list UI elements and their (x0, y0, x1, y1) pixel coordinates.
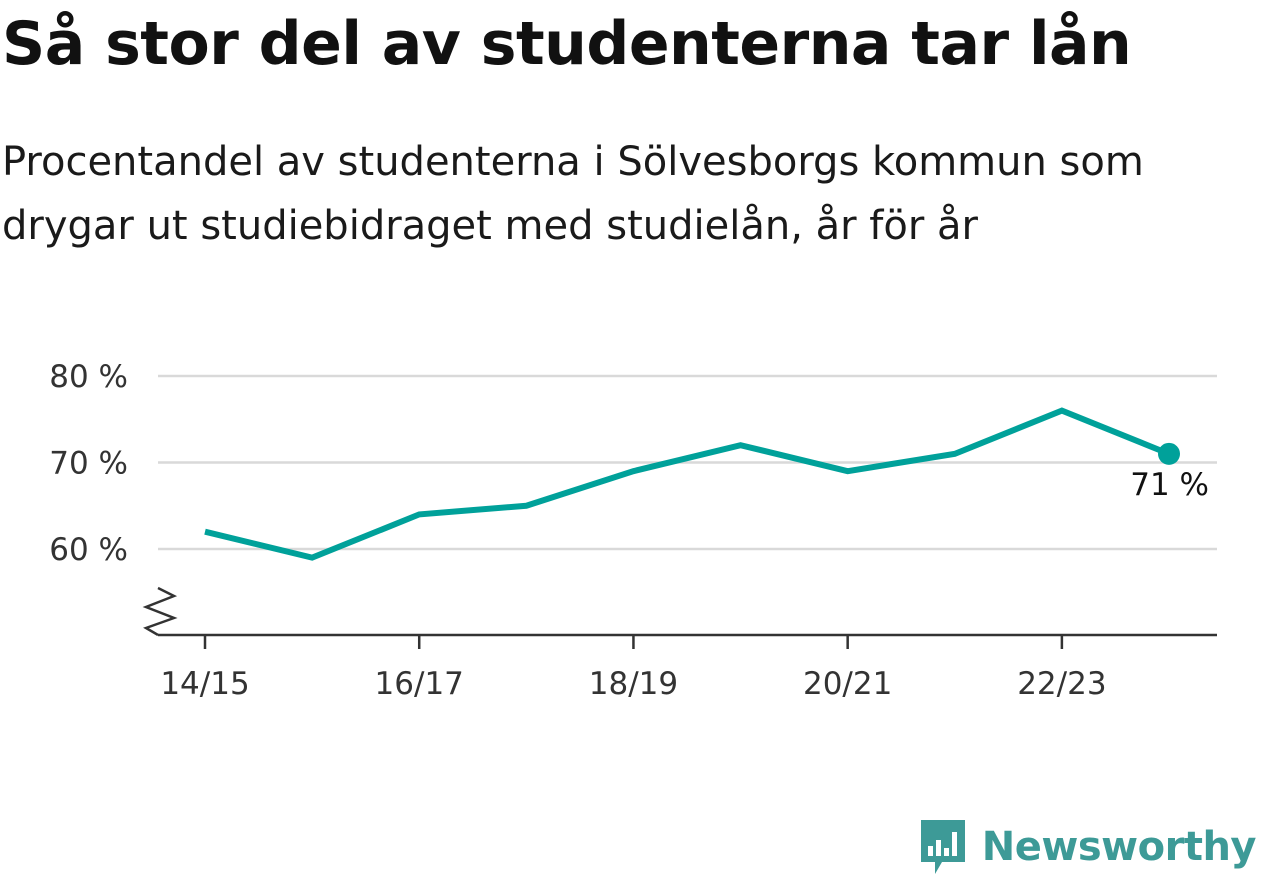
brand-name: Newsworthy (981, 824, 1257, 870)
x-axis-tick-labels: 14/15 16/17 18/19 20/21 22/23 (160, 635, 1107, 702)
chart-title: Så stor del av studenterna tar lån (2, 9, 1132, 79)
series-line-0 (204, 407, 1171, 561)
x-tick-label-4: 18/19 (589, 666, 678, 702)
y-tick-label-80: 80 % (49, 359, 128, 395)
chart-subtitle: Procentandel av studenterna i Sölvesborg… (2, 139, 1144, 249)
x-tick-label-2: 16/17 (375, 666, 464, 702)
y-tick-label-60: 60 % (49, 532, 128, 568)
axes (142, 586, 1217, 637)
x-tick-label-0: 14/15 (160, 666, 249, 702)
x-tick-label-8: 22/23 (1017, 666, 1106, 702)
x-tick-label-6: 20/21 (803, 666, 892, 702)
bar-chart-speech-bubble-icon (920, 820, 965, 874)
end-value-label: 71 % (1130, 467, 1209, 503)
end-point-marker (1158, 442, 1180, 465)
y-tick-label-70: 70 % (49, 446, 128, 482)
series: 71 % (204, 407, 1209, 561)
gridlines (158, 374, 1217, 551)
brand-logo: Newsworthy (918, 818, 1257, 876)
y-axis-break-mark (142, 586, 178, 637)
y-axis-tick-labels: 60 % 70 % 80 % (49, 359, 128, 568)
